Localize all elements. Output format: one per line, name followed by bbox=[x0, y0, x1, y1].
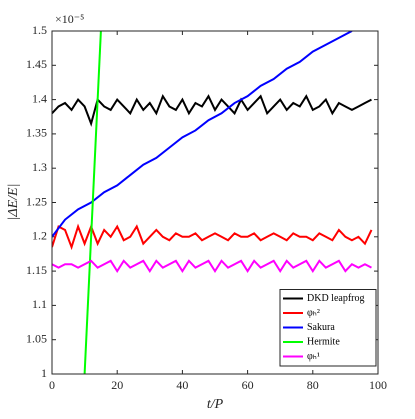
y-tick-label: 1 bbox=[41, 366, 47, 380]
y-tick-label: 1.1 bbox=[32, 297, 47, 311]
x-tick-label: 20 bbox=[111, 378, 123, 392]
x-tick-label: 40 bbox=[176, 378, 188, 392]
x-tick-label: 60 bbox=[242, 378, 254, 392]
series-line bbox=[83, 31, 102, 374]
x-axis-label: t/P bbox=[207, 397, 224, 412]
series-line bbox=[52, 223, 373, 251]
legend-label: Hermite bbox=[307, 336, 340, 347]
series-line bbox=[52, 93, 372, 127]
x-tick-label: 80 bbox=[307, 378, 319, 392]
legend-label: φₕ² bbox=[307, 307, 320, 318]
y-tick-label: 1.3 bbox=[32, 160, 47, 174]
series-line bbox=[52, 31, 353, 238]
y-axis-label: |ΔE/E| bbox=[6, 184, 21, 221]
y-tick-label: 1.05 bbox=[26, 331, 47, 345]
axes-frame bbox=[51, 30, 379, 375]
y-tick-label: 1.5 bbox=[32, 23, 47, 37]
y-tick-label: 1.45 bbox=[26, 57, 47, 71]
y-tick-label: 1.25 bbox=[26, 194, 47, 208]
legend-label: DKD leapfrog bbox=[307, 293, 364, 304]
series-line bbox=[52, 259, 372, 273]
y-tick-label: 1.15 bbox=[26, 263, 47, 277]
x-tick-label: 100 bbox=[369, 378, 387, 392]
y-tick-label: 1.4 bbox=[32, 91, 47, 105]
y-tick-label: 1.2 bbox=[32, 229, 47, 243]
y-multiplier: ×10⁻⁵ bbox=[55, 12, 84, 26]
x-tick-label: 0 bbox=[49, 378, 55, 392]
legend-label: φₕ¹ bbox=[307, 351, 320, 362]
legend-label: Sakura bbox=[307, 322, 335, 333]
y-tick-label: 1.35 bbox=[26, 126, 47, 140]
